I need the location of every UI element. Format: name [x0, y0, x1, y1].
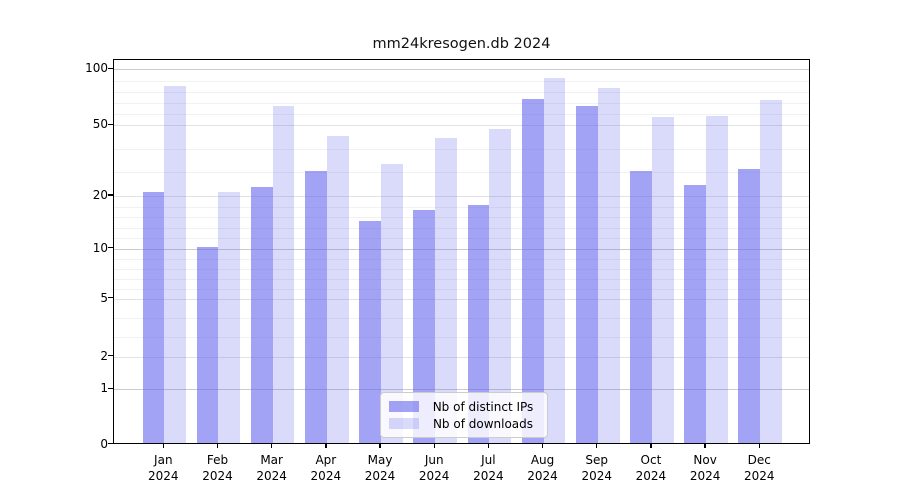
bar-jan-downloads — [164, 85, 187, 443]
y-axis-tick-mark — [108, 387, 113, 389]
legend-swatch-distinct-ips — [389, 401, 419, 412]
gridline-minor — [114, 288, 809, 290]
bar-jul-downloads — [489, 128, 512, 443]
bar-jun-downloads — [435, 137, 457, 443]
bar-may-downloads — [381, 163, 403, 443]
y-axis-tick-label: 100 — [85, 61, 108, 76]
legend-label-distinct-ips: Nb of distinct IPs — [432, 399, 534, 414]
gridline-minor — [114, 172, 809, 174]
bar-may-distinct-ips — [359, 220, 382, 443]
y-axis-tick-mark — [108, 123, 113, 125]
bar-feb-distinct-ips — [196, 247, 219, 443]
gridline-minor — [114, 278, 809, 280]
gridline-minor — [114, 337, 809, 339]
gridline-major — [114, 196, 809, 197]
y-axis-tick-label: 1 — [100, 381, 108, 396]
gridline-major — [114, 298, 809, 300]
gridline-major — [114, 69, 809, 71]
bar-jun-distinct-ips — [413, 210, 436, 443]
bar-dec-distinct-ips — [738, 168, 761, 443]
x-axis-tick-label: Oct 2024 — [635, 453, 667, 483]
x-axis-tick-mark — [541, 443, 544, 448]
y-axis-tick-label: 20 — [92, 188, 108, 202]
y-axis-tick-label: 50 — [92, 117, 108, 132]
bar-apr-distinct-ips — [305, 170, 327, 443]
x-axis-tick-label: Jul 2024 — [473, 453, 504, 483]
x-axis-tick-label: May 2024 — [364, 453, 396, 483]
bar-sep-distinct-ips — [575, 105, 598, 443]
x-axis-tick-mark — [379, 443, 381, 448]
gridline-minor — [114, 102, 809, 104]
x-axis-tick-label: Jun 2024 — [418, 453, 450, 483]
y-axis-tick-mark — [108, 442, 113, 445]
x-axis-tick-label: Sep 2024 — [581, 453, 612, 483]
bar-jul-distinct-ips — [467, 205, 490, 443]
bar-nov-downloads — [706, 115, 728, 443]
bar-mar-downloads — [272, 105, 295, 443]
gridline-minor — [114, 80, 809, 82]
x-axis-tick-mark — [162, 443, 164, 448]
legend-item-downloads: Nb of downloads — [389, 417, 539, 431]
gridline-major — [114, 389, 809, 391]
x-axis-tick-label: Nov 2024 — [689, 453, 721, 483]
bar-dec-downloads — [760, 100, 783, 443]
bar-feb-downloads — [218, 192, 241, 443]
y-axis-tick-mark — [108, 67, 113, 69]
x-axis-tick-label: Aug 2024 — [527, 453, 558, 483]
legend-swatch-downloads — [389, 418, 419, 429]
x-axis-tick-mark — [758, 443, 760, 448]
y-axis-tick-label: 2 — [100, 348, 108, 363]
gridline-minor — [114, 91, 809, 93]
x-axis-tick-mark — [325, 443, 327, 448]
legend: Nb of distinct IPs Nb of downloads — [380, 392, 548, 438]
gridline-minor — [114, 238, 809, 239]
y-axis-tick-mark — [108, 246, 113, 249]
chart-title: mm24kresogen.db 2024 — [372, 36, 551, 52]
gridline-major — [114, 356, 809, 358]
x-axis-tick-mark — [650, 443, 652, 448]
x-axis-tick-mark — [704, 443, 706, 448]
gridline-minor — [114, 148, 809, 150]
x-axis-tick-mark — [487, 443, 490, 448]
gridline-major — [114, 125, 809, 127]
gridline-minor — [114, 268, 809, 270]
bar-sep-downloads — [597, 87, 620, 443]
x-axis-tick-label: Jan 2024 — [148, 453, 179, 483]
legend-item-distinct-ips: Nb of distinct IPs — [389, 400, 539, 414]
legend-label-downloads: Nb of downloads — [432, 416, 534, 431]
y-axis-tick-label: 5 — [100, 290, 108, 305]
bar-aug-downloads — [543, 77, 566, 443]
y-axis-tick-label: 0 — [100, 436, 108, 451]
gridline-minor — [114, 206, 809, 208]
y-axis-tick-mark — [108, 354, 113, 357]
x-axis-tick-label: Mar 2024 — [256, 453, 287, 483]
gridline-minor — [114, 227, 809, 229]
gridline-minor — [114, 258, 809, 260]
bar-nov-distinct-ips — [684, 185, 707, 443]
plot-area — [113, 59, 810, 444]
x-axis-tick-mark — [270, 443, 273, 448]
bar-aug-distinct-ips — [521, 99, 544, 443]
x-axis-tick-mark — [596, 443, 598, 448]
bar-oct-downloads — [651, 117, 674, 443]
gridline-minor — [114, 217, 809, 218]
bar-mar-distinct-ips — [250, 187, 273, 443]
bar-oct-distinct-ips — [630, 170, 652, 443]
x-axis-tick-mark — [433, 443, 435, 448]
gridline-minor — [114, 114, 809, 116]
bar-jan-distinct-ips — [142, 192, 165, 443]
x-axis-tick-label: Apr 2024 — [310, 453, 342, 483]
gridline-minor — [114, 317, 809, 319]
y-axis-tick-label: 10 — [92, 240, 108, 255]
x-axis-tick-label: Feb 2024 — [202, 453, 233, 483]
bar-apr-downloads — [326, 135, 349, 443]
x-axis-tick-mark — [216, 443, 219, 448]
y-axis-tick-mark — [108, 296, 113, 299]
gridline-major — [114, 248, 809, 250]
y-axis-tick-mark — [108, 194, 113, 196]
x-axis-tick-label: Dec 2024 — [743, 453, 775, 483]
